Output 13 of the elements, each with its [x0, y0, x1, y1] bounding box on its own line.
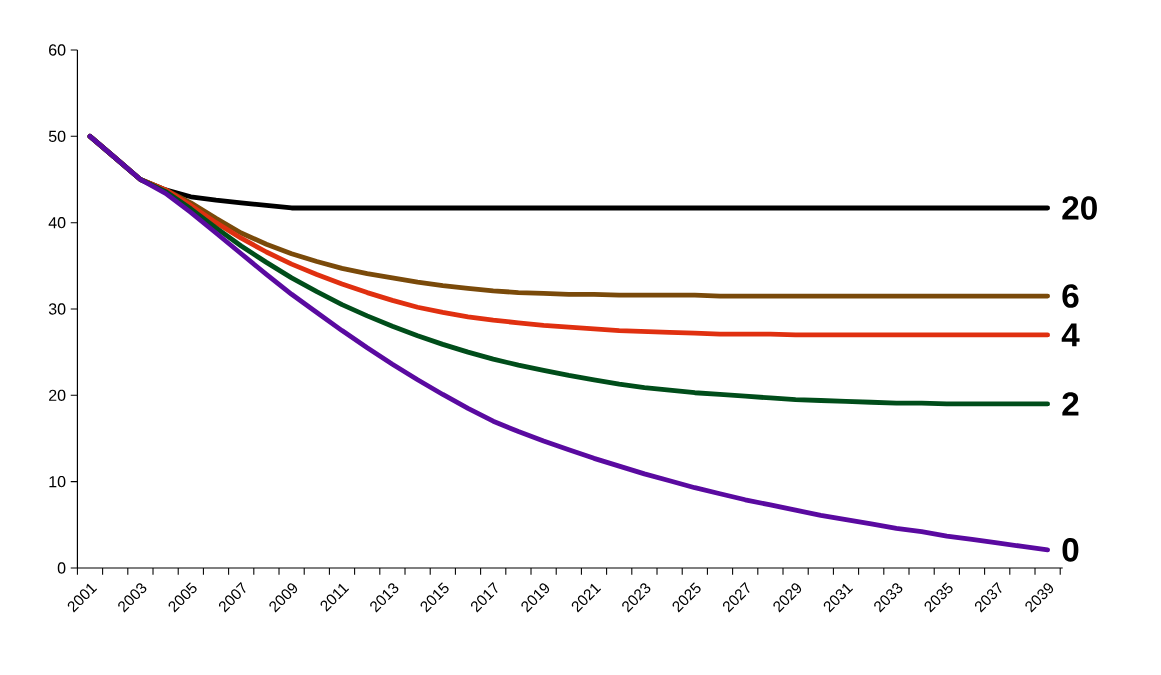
line-series	[87, 133, 1051, 553]
series-label: 4	[1061, 323, 1080, 347]
y-tick-label: 60	[49, 44, 66, 56]
y-tick-label: 40	[48, 217, 66, 229]
series-label: 2	[1062, 392, 1079, 416]
series-label: 6	[1062, 284, 1079, 308]
y-tick-label: 30	[48, 303, 66, 315]
series-label: 0	[1062, 538, 1079, 562]
y-tick-label: 10	[49, 476, 66, 488]
y-tick-label: 50	[48, 130, 66, 142]
series-label: 20	[1062, 196, 1097, 220]
y-tick-label: 0	[57, 562, 66, 574]
y-tick-label: 20	[49, 389, 66, 401]
